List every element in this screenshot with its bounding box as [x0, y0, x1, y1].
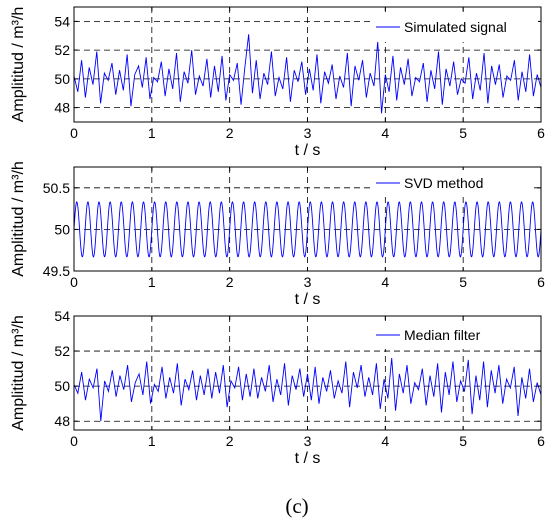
- legend-label: Simulated signal: [404, 19, 507, 35]
- x-tick-label: 5: [459, 433, 467, 449]
- x-tick-label: 0: [70, 125, 78, 141]
- x-tick-label: 6: [537, 125, 545, 141]
- legend-label: SVD method: [404, 175, 483, 191]
- y-tick-label: 50: [54, 378, 70, 394]
- legend-label: Median filter: [404, 327, 481, 343]
- series-line: [73, 201, 542, 258]
- legend: Simulated signal: [372, 12, 538, 42]
- legend: Median filter: [372, 321, 524, 349]
- x-tick-label: 3: [304, 274, 312, 290]
- panel-1: 0 1 2 3 4 5 6 48 50 52 54 t / s Amplititud / m³/h Sim…: [10, 6, 545, 159]
- y-tick-label: 50: [54, 71, 70, 87]
- y-tick-label: 50.5: [43, 180, 70, 196]
- x-tick-label: 6: [537, 433, 545, 449]
- y-tick-label: 50: [54, 221, 70, 237]
- panel-3: 0 1 2 3 4 5 6 48 50 52 54 t / s Amplititud / m³/h Med…: [10, 308, 545, 467]
- x-tick-label: 5: [459, 274, 467, 290]
- x-tick-label: 5: [459, 125, 467, 141]
- x-tick-label: 3: [304, 125, 312, 141]
- x-tick-label: 2: [226, 433, 234, 449]
- x-axis-label: t / s: [295, 291, 321, 308]
- y-axis-label: Amplititud / m³/h: [10, 161, 27, 277]
- y-axis-label: Amplititud / m³/h: [10, 7, 27, 123]
- y-tick-label: 52: [54, 42, 70, 58]
- x-tick-label: 2: [226, 274, 234, 290]
- x-tick-label: 2: [226, 125, 234, 141]
- x-tick-label: 3: [304, 433, 312, 449]
- y-tick-label: 54: [54, 308, 70, 324]
- y-tick-label: 49.5: [43, 263, 70, 279]
- figure-caption: (c): [285, 494, 308, 518]
- x-tick-label: 1: [148, 433, 156, 449]
- y-axis-label: Amplititud / m³/h: [10, 315, 27, 431]
- x-tick-label: 1: [148, 125, 156, 141]
- x-tick-label: 0: [70, 274, 78, 290]
- x-tick-label: 1: [148, 274, 156, 290]
- x-tick-label: 6: [537, 274, 545, 290]
- x-tick-label: 4: [381, 433, 389, 449]
- y-tick-label: 52: [54, 343, 70, 359]
- series-line: [73, 34, 542, 114]
- panel-2: 0 1 2 3 4 5 6 49.5 50 50.5 t / s Amplititud / m³/h S…: [10, 161, 545, 308]
- legend: SVD method: [372, 170, 530, 196]
- x-tick-label: 4: [381, 274, 389, 290]
- series-line: [73, 358, 542, 422]
- x-axis-label: t / s: [295, 450, 321, 467]
- x-tick-label: 4: [381, 125, 389, 141]
- y-tick-label: 48: [54, 413, 70, 429]
- x-tick-label: 0: [70, 433, 78, 449]
- x-axis-label: t / s: [295, 142, 321, 159]
- y-tick-label: 54: [54, 13, 70, 29]
- y-tick-label: 48: [54, 100, 70, 116]
